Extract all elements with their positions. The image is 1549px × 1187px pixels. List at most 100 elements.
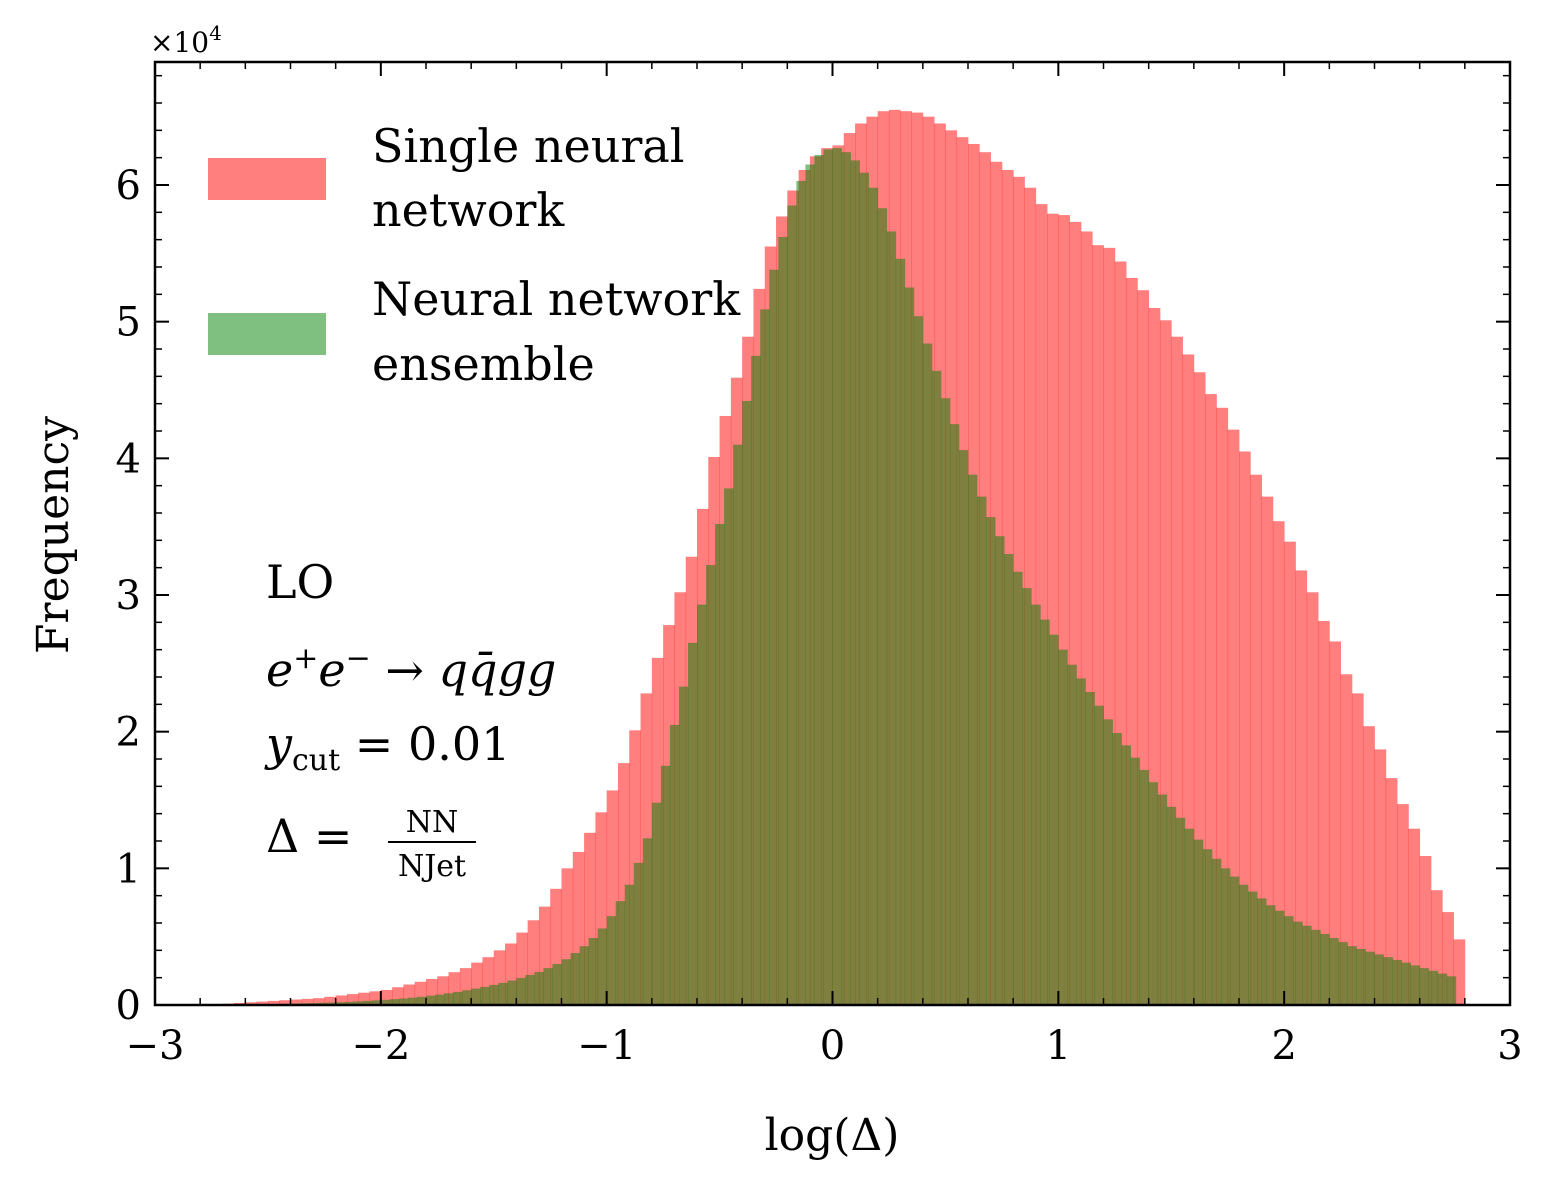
histogram-bar	[1410, 965, 1421, 1005]
histogram-bar	[471, 962, 483, 1005]
y-tick-label: 4	[116, 436, 141, 482]
histogram-bar	[606, 790, 619, 1005]
histogram-bar	[1148, 782, 1159, 1005]
histogram-bar	[1453, 939, 1466, 1005]
histogram-bar	[1058, 215, 1071, 1005]
histogram-bar	[453, 991, 463, 1005]
annotation-order: LO	[266, 555, 334, 609]
histogram-bar	[362, 1000, 373, 1005]
histogram-bar	[426, 979, 438, 1005]
histogram-bar	[1076, 678, 1086, 1005]
y-multiplier-exp: 4	[209, 21, 222, 45]
histogram-bar	[1347, 946, 1357, 1005]
histogram-bar	[1401, 962, 1412, 1005]
histogram-bar	[414, 981, 427, 1005]
histogram-bar	[1446, 976, 1457, 1005]
histogram-bar	[267, 1000, 280, 1005]
histogram-bar	[642, 838, 653, 1005]
histogram-bar	[1094, 705, 1104, 1005]
histogram-bar	[859, 172, 870, 1005]
histogram-bar	[1293, 921, 1303, 1005]
histogram-bar	[579, 946, 589, 1005]
histogram-bar	[977, 496, 987, 1005]
histogram-bar	[597, 928, 608, 1005]
histogram-bar	[505, 943, 517, 1005]
histogram-bar	[459, 968, 472, 1005]
histogram-bar	[1351, 693, 1364, 1005]
y-tick-label: 2	[116, 710, 141, 756]
histogram-bar	[1442, 912, 1454, 1005]
histogram-bar	[1092, 245, 1104, 1005]
histogram-bar	[841, 152, 851, 1005]
histogram-bar	[1419, 968, 1430, 1005]
x-tick-label: −2	[351, 1023, 410, 1069]
histogram-bar	[1365, 951, 1375, 1005]
histogram-bar	[437, 976, 449, 1005]
histogram-bar	[1035, 204, 1048, 1005]
histogram-bar	[1257, 898, 1267, 1005]
x-tick-label: 0	[820, 1023, 845, 1069]
annotation-ycut: ycut = 0.01	[264, 717, 510, 778]
histogram-bar	[624, 884, 635, 1005]
y-tick-label: 1	[116, 846, 141, 892]
histogram-bar	[1320, 933, 1330, 1005]
histogram-bar	[660, 765, 671, 1005]
histogram-bar	[301, 998, 314, 1005]
histogram-bar	[516, 932, 529, 1005]
histogram-bar	[1261, 496, 1274, 1005]
histogram-bar	[1211, 858, 1222, 1005]
histogram-bar	[1227, 429, 1240, 1005]
histogram-bar	[1193, 839, 1204, 1005]
histogram-bar	[1437, 973, 1448, 1005]
histogram-bar	[1329, 641, 1342, 1005]
legend-swatch-ensemble	[208, 313, 326, 355]
histogram-bar	[669, 724, 680, 1005]
histogram-bar	[1229, 876, 1240, 1005]
histogram-bar	[1392, 959, 1402, 1005]
histogram-bar	[403, 984, 416, 1005]
histogram-bar	[1275, 910, 1285, 1005]
legend: Single neural network Neural network ens…	[208, 119, 741, 391]
histogram-bar	[678, 686, 689, 1005]
x-tick-label: −1	[577, 1023, 636, 1069]
x-axis-title: log(Δ)	[765, 1110, 900, 1161]
histogram-bar	[1047, 213, 1059, 1005]
histogram-bar	[552, 964, 562, 1005]
histogram-bar	[895, 258, 906, 1005]
histogram-bar	[516, 977, 526, 1005]
histogram-bar	[877, 208, 888, 1006]
histogram-bar	[751, 355, 761, 1006]
histogram-bar	[1318, 620, 1330, 1005]
histogram-bar	[538, 906, 551, 1005]
histogram-bar	[1069, 221, 1082, 1005]
histogram-bar	[1306, 592, 1319, 1005]
histogram-bar	[1266, 905, 1276, 1005]
histogram-bar	[324, 996, 337, 1005]
histogram-bar	[1284, 541, 1296, 1005]
histogram-bar	[904, 287, 915, 1005]
histogram-bar	[1408, 828, 1421, 1005]
axis-ticks: −3 −2 −1 0 1 2 3 0 1 2 3 4 5 6	[116, 62, 1523, 1069]
histogram-bar	[1239, 884, 1249, 1005]
histogram-bar	[346, 994, 359, 1005]
histogram-bar	[543, 968, 553, 1005]
histogram-bar	[1239, 451, 1251, 1005]
histogram-bar	[489, 984, 499, 1005]
histogram-bar	[407, 997, 418, 1005]
histogram-bar	[1338, 942, 1348, 1005]
histogram-bar	[1085, 692, 1095, 1005]
histogram-bar	[380, 999, 391, 1005]
histogram-bar	[1103, 247, 1116, 1005]
histogram-bar	[1121, 745, 1131, 1005]
histogram-bar	[931, 370, 942, 1005]
histogram-bar	[1130, 757, 1141, 1005]
histogram-bar	[1114, 261, 1127, 1005]
histogram-bar	[588, 938, 599, 1005]
histogram-bar	[279, 1000, 291, 1005]
histogram-bar	[805, 164, 815, 1005]
histogram-bar	[986, 517, 996, 1005]
histogram-bar	[527, 920, 540, 1005]
histogram-bar	[561, 959, 571, 1005]
histogram-bar	[1166, 806, 1177, 1005]
histogram-bar	[344, 1001, 355, 1005]
